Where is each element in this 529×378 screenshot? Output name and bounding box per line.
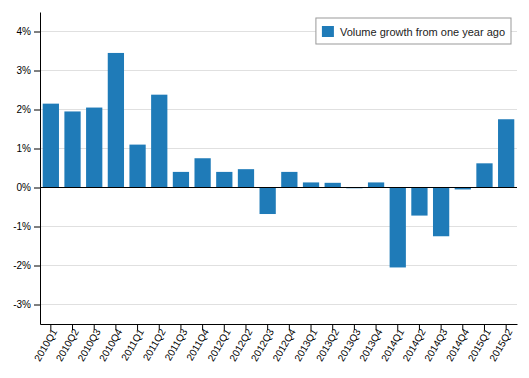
grid-line bbox=[40, 304, 517, 305]
bar bbox=[216, 172, 232, 188]
bar bbox=[260, 188, 276, 215]
bar bbox=[64, 111, 80, 187]
y-tick-mark bbox=[34, 110, 40, 111]
bar bbox=[433, 188, 449, 237]
y-tick-mark bbox=[34, 32, 40, 33]
y-tick: 0% bbox=[17, 182, 40, 193]
bar bbox=[281, 172, 297, 188]
y-tick-mark bbox=[34, 188, 40, 189]
bar bbox=[238, 169, 254, 187]
y-tick-label: -3% bbox=[13, 299, 31, 310]
bar bbox=[173, 172, 189, 188]
y-axis: -3% -2% -1% 0% 1% 2% 3% 4% bbox=[13, 13, 40, 325]
bar bbox=[325, 183, 341, 188]
bars bbox=[43, 53, 515, 268]
grid bbox=[40, 32, 517, 305]
y-tick: -1% bbox=[13, 221, 40, 232]
bar bbox=[151, 95, 167, 188]
bar bbox=[390, 188, 406, 268]
bar bbox=[194, 158, 210, 187]
y-tick-label: 3% bbox=[17, 65, 32, 76]
y-tick-mark bbox=[34, 71, 40, 72]
bar bbox=[86, 108, 102, 188]
y-tick-mark bbox=[34, 266, 40, 267]
bar bbox=[476, 163, 492, 187]
grid-line bbox=[40, 187, 517, 188]
y-tick-label: 4% bbox=[17, 26, 32, 37]
y-axis-line bbox=[40, 13, 41, 325]
y-tick-label: -2% bbox=[13, 260, 31, 271]
y-tick: -2% bbox=[13, 260, 40, 271]
bar bbox=[411, 188, 427, 216]
y-tick: 3% bbox=[17, 65, 40, 76]
y-tick: 2% bbox=[17, 104, 40, 115]
y-tick: 1% bbox=[17, 143, 40, 154]
plot: -3% -2% -1% 0% 1% 2% 3% 4% 2010Q12010Q22010Q3201… bbox=[13, 13, 517, 364]
bar bbox=[498, 119, 514, 187]
x-axis-line bbox=[41, 324, 518, 325]
bar bbox=[368, 182, 384, 187]
x-tick-label: 2015Q2 bbox=[487, 326, 515, 363]
y-tick: -3% bbox=[13, 299, 40, 310]
y-tick-mark bbox=[34, 227, 40, 228]
y-tick-label: 0% bbox=[17, 182, 32, 193]
bar bbox=[43, 104, 59, 188]
bar bbox=[303, 182, 319, 187]
legend: Volume growth from one year ago bbox=[316, 18, 511, 44]
y-tick-label: -1% bbox=[13, 221, 31, 232]
legend-swatch bbox=[322, 26, 334, 37]
grid-line bbox=[40, 265, 517, 266]
y-tick-label: 2% bbox=[17, 104, 32, 115]
y-tick: 4% bbox=[17, 26, 40, 37]
bar bbox=[108, 53, 124, 188]
y-tick-mark bbox=[34, 305, 40, 306]
legend-label: Volume growth from one year ago bbox=[340, 26, 505, 38]
y-tick-mark bbox=[34, 149, 40, 150]
legend-frame bbox=[316, 18, 511, 44]
chart: -3% -2% -1% 0% 1% 2% 3% 4% 2010Q12010Q22010Q3201… bbox=[0, 0, 529, 378]
x-axis: 2010Q12010Q22010Q32010Q42011Q12011Q22011… bbox=[32, 324, 518, 363]
y-tick-label: 1% bbox=[17, 143, 32, 154]
x-tick: 2015Q2 bbox=[487, 324, 515, 363]
zero-line bbox=[40, 187, 517, 188]
bar bbox=[129, 145, 145, 188]
